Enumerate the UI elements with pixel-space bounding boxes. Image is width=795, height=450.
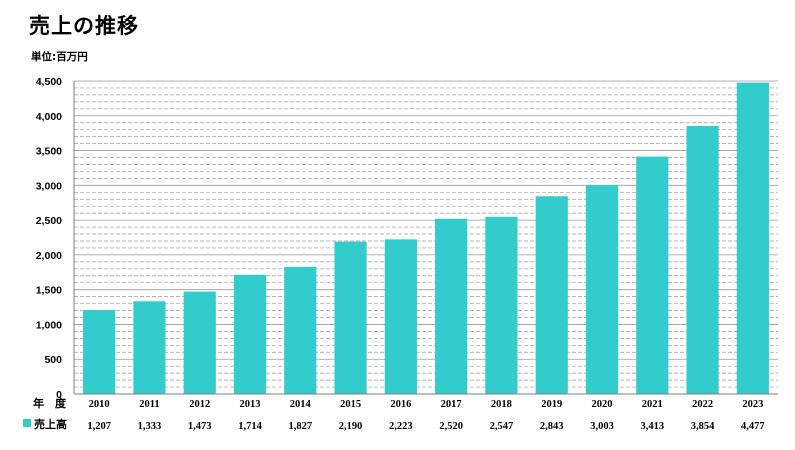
x-tick-label: 2021 (642, 399, 663, 410)
data-table-value: 2,520 (439, 421, 463, 432)
x-tick-label: 2012 (189, 399, 210, 410)
x-tick-label: 2022 (692, 399, 713, 410)
bar (686, 125, 719, 394)
data-table-value: 1,827 (288, 421, 312, 432)
bar (284, 266, 317, 394)
y-tick-label: 500 (44, 354, 62, 366)
x-tick-label: 2020 (592, 399, 613, 410)
data-table-value: 2,843 (540, 421, 564, 432)
x-tick-label: 2010 (89, 399, 110, 410)
bar (736, 82, 769, 394)
bar (435, 218, 468, 394)
y-tick-label: 2,500 (36, 215, 62, 227)
data-table-value: 3,003 (590, 421, 614, 432)
legend-label: 売上高 (34, 417, 67, 431)
data-table-value: 1,473 (188, 421, 212, 432)
y-tick-label: 4,000 (36, 111, 62, 123)
x-tick-label: 2023 (742, 399, 763, 410)
y-tick-label: 4,500 (36, 76, 62, 88)
data-table-value: 1,207 (87, 421, 111, 432)
x-tick-label: 2018 (491, 399, 512, 410)
x-tick-label: 2016 (390, 399, 411, 410)
data-table-value: 2,223 (389, 421, 413, 432)
chart-title: 売上の推移 (29, 14, 139, 38)
y-tick-label: 1,500 (36, 285, 62, 297)
bar (585, 185, 619, 394)
bar (83, 310, 116, 394)
axes (73, 81, 778, 395)
x-tick-label: 2014 (290, 399, 312, 410)
data-table-value: 2,190 (339, 421, 363, 432)
bar (133, 301, 166, 394)
y-tick-label: 3,500 (36, 146, 62, 158)
x-tick-label: 2017 (441, 399, 462, 410)
unit-label: 単位:百万円 (31, 51, 88, 63)
data-table-value: 4,477 (741, 421, 765, 432)
y-tick-labels: 0 500 1,000 1,500 2,000 2,500 3,000 3,500 4,000 4… (36, 76, 62, 401)
x-tick-label: 2013 (240, 399, 261, 410)
data-table-value: 1,714 (238, 421, 262, 432)
bar (334, 241, 367, 394)
data-table: 年 度 売上高 1,207 1,333 1,473 1,714 1,827 2,190 2,… (23, 396, 765, 432)
year-row-label: 年 度 (33, 396, 67, 410)
data-table-value: 1,333 (138, 421, 162, 432)
x-tick-label: 2011 (139, 399, 159, 410)
data-table-value: 3,413 (640, 421, 664, 432)
data-table-value: 2,547 (490, 421, 514, 432)
data-table-value: 3,854 (691, 421, 715, 432)
y-tick-label: 2,000 (36, 250, 62, 262)
gridlines (74, 80, 778, 388)
bar (183, 291, 216, 394)
bar (636, 156, 669, 394)
bars (83, 82, 769, 394)
x-tick-label: 2019 (541, 399, 562, 410)
x-tick-labels: 2010 2011 2012 2013 2014 2015 2016 2017 2018 2019… (89, 399, 764, 410)
legend-key (23, 419, 31, 427)
bar (233, 274, 267, 394)
bar (535, 196, 568, 394)
y-tick-label: 3,000 (36, 180, 62, 192)
bar (384, 239, 417, 394)
y-tick-label: 1,000 (36, 319, 62, 331)
y-tick-label: 0 (56, 389, 62, 401)
x-tick-label: 2015 (340, 399, 361, 410)
bar (485, 216, 518, 394)
